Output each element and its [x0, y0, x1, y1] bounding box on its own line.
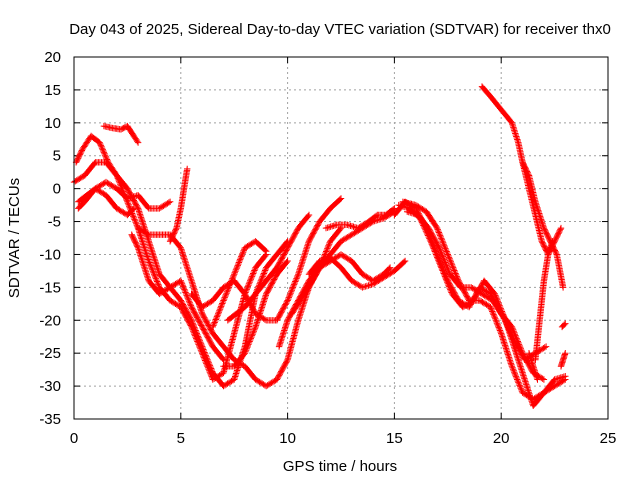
series-track-19 [399, 198, 569, 403]
series-track-3 [100, 122, 142, 146]
point-markers [558, 320, 569, 331]
series-track-23 [532, 238, 556, 363]
series-track-12 [224, 211, 313, 324]
x-tick-label: 20 [493, 430, 510, 447]
series-track-20 [404, 208, 550, 363]
series-track-26 [558, 320, 569, 331]
tick-labels: 0 5 10 15 20 25 20 15 10 5 0 -5 -10 -15 -20 -25 -30 -35 [39, 49, 616, 447]
y-tick-label: -25 [39, 345, 61, 362]
series-track-15 [305, 254, 409, 291]
x-tick-label: 5 [177, 430, 185, 447]
point-markers [188, 195, 345, 324]
series-track-9 [188, 195, 345, 324]
y-tick-label: -35 [39, 411, 61, 428]
series-track-14 [288, 251, 394, 317]
point-markers [322, 205, 398, 232]
point-markers [288, 251, 394, 317]
point-markers [209, 238, 270, 331]
series-track-5 [75, 185, 137, 219]
point-markers [166, 165, 191, 245]
series-track-10 [209, 238, 270, 331]
point-markers [399, 198, 569, 403]
series-track-25 [557, 350, 569, 370]
point-markers [557, 350, 569, 370]
y-tick-label: -5 [48, 214, 61, 231]
chart-title: Day 043 of 2025, Sidereal Day-to-day VTE… [69, 21, 611, 38]
series-track-24 [525, 350, 541, 383]
x-tick-label: 10 [279, 430, 296, 447]
y-tick-label: 15 [44, 82, 61, 99]
point-markers [404, 208, 550, 363]
plot-frame [73, 56, 609, 420]
series-track-16 [322, 205, 398, 232]
x-tick-label: 15 [386, 430, 403, 447]
y-tick-label: -15 [39, 279, 61, 296]
grid-lines [73, 56, 609, 420]
y-tick-label: 20 [44, 49, 61, 66]
y-tick-label: -30 [39, 378, 61, 395]
point-markers [220, 257, 291, 370]
x-tick-label: 0 [70, 430, 78, 447]
y-tick-label: -10 [39, 246, 61, 263]
y-tick-label: 5 [53, 148, 61, 165]
point-markers [224, 211, 313, 324]
point-markers [525, 350, 541, 383]
x-tick-label: 25 [600, 430, 617, 447]
series-track-11 [220, 257, 291, 370]
data-points [70, 83, 569, 409]
point-markers [75, 185, 137, 219]
point-markers [305, 254, 409, 291]
point-markers [128, 231, 227, 363]
series-track-6 [128, 231, 227, 363]
series-track-8 [166, 165, 191, 245]
point-markers [100, 122, 142, 146]
y-tick-label: 0 [53, 181, 61, 198]
y-tick-label: -20 [39, 312, 61, 329]
point-markers [532, 238, 556, 363]
y-axis-label: SDTVAR / TECUs [6, 178, 23, 298]
y-tick-label: 10 [44, 115, 61, 132]
x-axis-label: GPS time / hours [283, 458, 397, 475]
